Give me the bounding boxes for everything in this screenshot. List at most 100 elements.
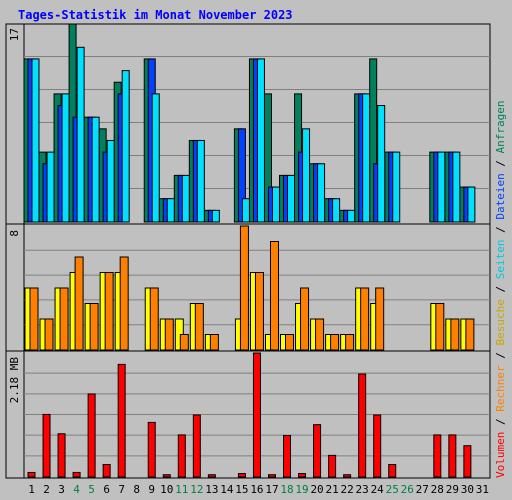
bar-rechner-day-22 [345, 334, 355, 351]
x-tick-label-day-2: 2 [43, 483, 50, 496]
bar-seiten-day-13 [211, 209, 220, 223]
bar-seiten-day-22 [347, 209, 356, 223]
bar-volumen-day-17 [267, 474, 276, 478]
legend-separator: / [494, 220, 507, 240]
bar-seiten-day-16 [256, 58, 265, 223]
bar-seiten-day-12 [196, 139, 205, 223]
x-tick-label-day-4: 4 [73, 483, 80, 496]
x-tick-label-day-13: 13 [205, 483, 218, 496]
bar-rechner-day-19 [300, 287, 310, 351]
x-tick-label-day-11: 11 [175, 483, 188, 496]
bar-volumen-day-15 [237, 473, 246, 478]
bar-volumen-day-21 [328, 454, 337, 478]
bar-volumen-day-19 [298, 473, 307, 478]
bar-rechner-day-30 [465, 318, 475, 351]
bar-rechner-day-2 [44, 318, 54, 351]
bar-rechner-day-9 [149, 287, 159, 351]
bar-volumen-day-11 [177, 434, 186, 478]
x-tick-label-day-10: 10 [160, 483, 173, 496]
bar-seiten-day-3 [61, 93, 70, 223]
bar-rechner-day-21 [330, 334, 340, 351]
y-axis-max-label: 8 [8, 230, 21, 237]
bar-rechner-day-1 [29, 287, 39, 351]
x-tick-label-day-27: 27 [416, 483, 429, 496]
x-tick-label-day-9: 9 [148, 483, 155, 496]
x-tick-label-day-1: 1 [28, 483, 35, 496]
bar-seiten-day-25 [392, 151, 401, 223]
series-seiten [31, 46, 476, 223]
x-tick-label-day-16: 16 [250, 483, 263, 496]
legend-entry-besuche: Besuche [494, 299, 507, 345]
legend-separator: / [494, 153, 507, 173]
x-tick-label-day-12: 12 [190, 483, 203, 496]
bar-seiten-day-18 [287, 174, 296, 223]
x-tick-label-day-6: 6 [103, 483, 110, 496]
chart-frame [5, 23, 491, 479]
panel-visits: 8 [6, 223, 490, 351]
x-tick-label-day-25: 25 [386, 483, 399, 496]
panel-volume: 2.18 MB [6, 350, 490, 478]
bar-rechner-day-11 [179, 334, 189, 351]
legend-separator: / [494, 346, 507, 366]
x-tick-label-day-14: 14 [220, 483, 234, 496]
x-tick-label-day-22: 22 [341, 483, 354, 496]
bar-rechner-day-16 [254, 272, 264, 351]
bar-volumen-day-29 [448, 434, 457, 478]
bar-volumen-day-28 [433, 434, 442, 478]
bar-volumen-day-5 [87, 393, 96, 478]
bar-seiten-day-7 [121, 70, 130, 223]
x-tick-label-day-24: 24 [371, 483, 385, 496]
bar-seiten-day-9 [151, 93, 160, 223]
bar-rechner-day-4 [74, 256, 84, 351]
bar-volumen-day-16 [252, 352, 261, 478]
bar-rechner-day-20 [315, 318, 325, 351]
bar-volumen-day-4 [72, 471, 81, 478]
bar-seiten-day-10 [166, 198, 175, 223]
bar-seiten-day-29 [452, 151, 461, 223]
bar-volumen-day-3 [57, 433, 66, 478]
x-tick-label-day-23: 23 [356, 483, 369, 496]
bar-seiten-day-28 [437, 151, 446, 223]
bar-rechner-day-29 [450, 318, 460, 351]
bar-rechner-day-23 [360, 287, 370, 351]
legend-separator: / [494, 412, 507, 432]
bar-volumen-day-6 [102, 463, 111, 478]
legend-entry-rechner: Rechner [494, 365, 507, 412]
legend-separator: / [494, 279, 507, 299]
x-tick-label-day-29: 29 [446, 483, 459, 496]
bar-volumen-day-24 [373, 414, 382, 478]
bar-rechner-day-3 [59, 287, 69, 351]
bar-seiten-day-5 [91, 116, 100, 223]
x-tick-label-day-3: 3 [58, 483, 65, 496]
chart-panels: 17 8 2.18 MB [6, 23, 490, 478]
bar-seiten-day-17 [271, 186, 280, 223]
bar-volumen-day-25 [388, 463, 397, 478]
bar-seiten-day-23 [362, 93, 371, 223]
bar-rechner-day-15 [239, 225, 249, 351]
x-tick-label-day-30: 30 [461, 483, 474, 496]
bar-seiten-day-24 [377, 105, 386, 223]
x-tick-label-day-20: 20 [310, 483, 323, 496]
x-tick-label-day-28: 28 [431, 483, 444, 496]
bar-rechner-day-28 [435, 303, 445, 351]
legend-entry-anfragen: Anfragen [494, 100, 507, 153]
bar-rechner-day-5 [89, 303, 99, 351]
x-tick-label-day-8: 8 [133, 483, 140, 496]
x-axis-day-labels: 1 2 3 4 5 6 7 8 9 10 11 12 13 14 15 16 17 18 19 20 21 22 23 24 2… [28, 483, 489, 496]
bar-volumen-day-9 [147, 421, 156, 478]
bar-seiten-day-1 [31, 58, 40, 223]
x-tick-label-day-19: 19 [295, 483, 308, 496]
series-rechner [29, 225, 475, 351]
bar-volumen-day-18 [283, 434, 292, 478]
x-tick-label-day-17: 17 [265, 483, 278, 496]
bar-rechner-day-13 [209, 334, 219, 351]
x-tick-label-day-31: 31 [476, 483, 489, 496]
bar-seiten-day-20 [317, 163, 326, 223]
bar-rechner-day-7 [119, 256, 129, 351]
bar-seiten-day-2 [46, 151, 55, 223]
bar-rechner-day-18 [285, 334, 295, 351]
series-volumen [27, 352, 472, 478]
plot-frame [23, 23, 491, 479]
bar-rechner-day-10 [164, 318, 174, 351]
